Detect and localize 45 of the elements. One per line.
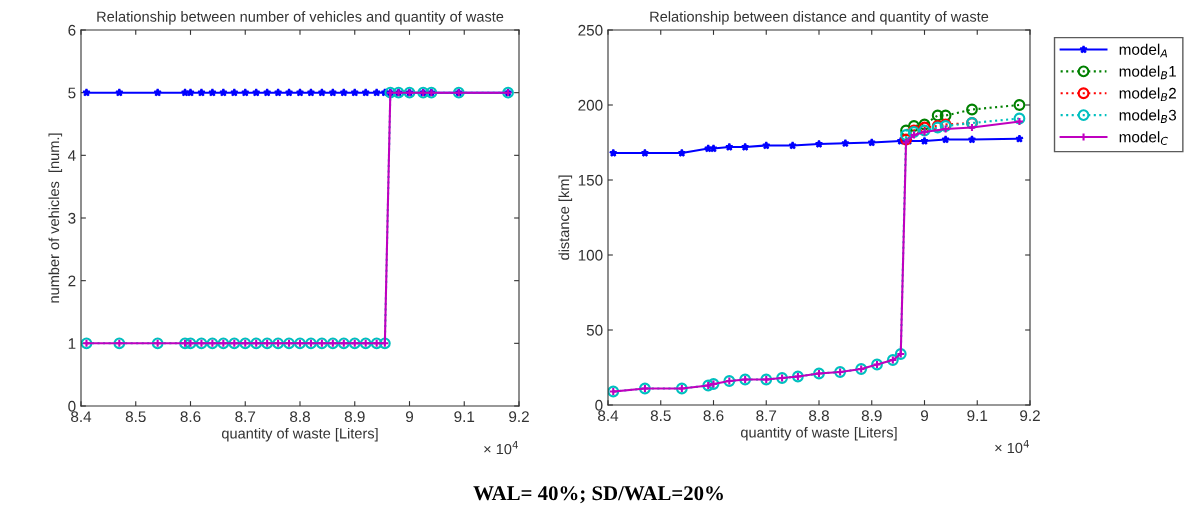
y-axis-title: distance [km] bbox=[558, 175, 573, 260]
x-tick-label: 8.4 bbox=[71, 411, 92, 423]
y-tick-label: 200 bbox=[578, 99, 603, 111]
legend-label: model$_{B}$1 bbox=[1119, 65, 1176, 80]
y-tick-label: 3 bbox=[68, 212, 76, 224]
x-tick-label: 9 bbox=[920, 410, 929, 422]
x-tick-label: 8.4 bbox=[598, 410, 619, 422]
x-tick-label: 8.9 bbox=[861, 410, 882, 422]
y-tick-label: 4 bbox=[67, 150, 76, 161]
legend-label: model$_{A}$ bbox=[1119, 43, 1168, 58]
x-tick-label: 9.2 bbox=[509, 411, 529, 423]
legend-label: model$_{B}$3 bbox=[1119, 109, 1177, 123]
x-tick-label: 9.1 bbox=[454, 411, 475, 423]
y-tick-label: 6 bbox=[68, 24, 76, 36]
x-tick-label: 9.2 bbox=[1020, 410, 1040, 422]
x-tick-label: 8.5 bbox=[125, 411, 146, 423]
chart-title: Relationship between number of vehicles and quantity of waste bbox=[97, 11, 504, 25]
x-tick-label: 8.7 bbox=[756, 410, 777, 422]
y-tick-label: 1 bbox=[68, 338, 76, 349]
y-tick-label: 50 bbox=[586, 324, 603, 336]
y-tick-label: 5 bbox=[68, 87, 76, 99]
x-tick-label: 9.1 bbox=[967, 410, 988, 422]
y-tick-label: 150 bbox=[578, 174, 603, 186]
legend-label: model$_{C}$ bbox=[1119, 131, 1168, 145]
x-axis-title: quantity of waste [Liters] bbox=[740, 426, 897, 441]
x-tick-label: 9 bbox=[405, 411, 414, 423]
y-tick-label: 100 bbox=[578, 249, 603, 261]
x-tick-label: 8.5 bbox=[650, 410, 671, 422]
x-tick-label: 8.7 bbox=[235, 411, 256, 423]
text: WAL= 40%; SD/WAL=20% bbox=[473, 486, 723, 504]
x-axis-title: quantity of waste [Liters] bbox=[221, 427, 378, 442]
y-axis-title: number of vehicles [num.] bbox=[48, 133, 63, 303]
text: × 10$^{4}$ bbox=[995, 439, 1029, 454]
chart-title: Relationship between distance and quantity of waste bbox=[650, 11, 989, 25]
text: × 10$^{4}$ bbox=[484, 441, 518, 455]
y-tick-label: 0 bbox=[68, 400, 76, 412]
y-tick-label: 0 bbox=[595, 399, 603, 411]
x-tick-label: 8.6 bbox=[703, 410, 724, 422]
x-tick-label: 8.8 bbox=[809, 410, 829, 422]
y-tick-label: 250 bbox=[578, 24, 603, 36]
x-tick-label: 8.9 bbox=[344, 411, 365, 423]
y-tick-label: 2 bbox=[68, 275, 76, 287]
x-tick-label: 8.8 bbox=[290, 411, 310, 423]
legend-label: model$_{B}$2 bbox=[1119, 87, 1176, 102]
x-tick-label: 8.6 bbox=[180, 411, 201, 423]
